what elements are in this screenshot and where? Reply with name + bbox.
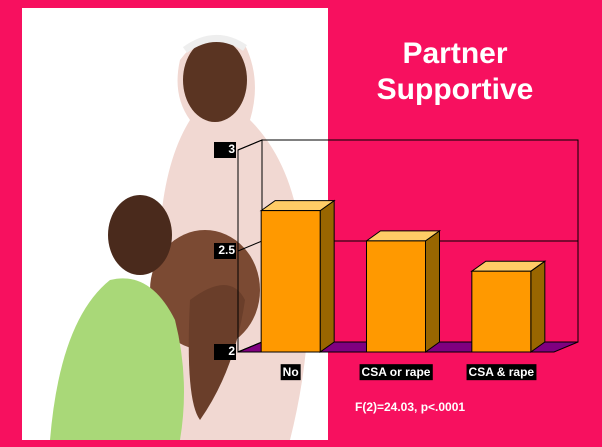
bar <box>261 201 334 352</box>
x-tick-label: CSA & rape <box>469 365 535 379</box>
bar <box>367 231 440 352</box>
annotation: F(2)=24.03, p<.0001 <box>355 400 465 414</box>
y-tick-label: 3 <box>228 142 235 156</box>
y-tick-label: 2.5 <box>218 243 235 257</box>
chart-title: Partner Supportive <box>360 36 550 108</box>
bar-front <box>367 241 426 352</box>
y-tick-label: 2 <box>228 344 235 358</box>
bar-side <box>531 261 545 352</box>
x-tick-label: CSA or rape <box>362 365 431 379</box>
slide: 2 2.5 3 No CSA or rape CSA & rape F(2)=24.03, … <box>0 0 602 447</box>
bar-front <box>261 211 320 352</box>
bar-side <box>425 231 439 352</box>
x-tick-label: No <box>283 365 299 379</box>
bar-side <box>320 201 334 352</box>
bar <box>472 261 545 352</box>
bar-front <box>472 271 531 352</box>
